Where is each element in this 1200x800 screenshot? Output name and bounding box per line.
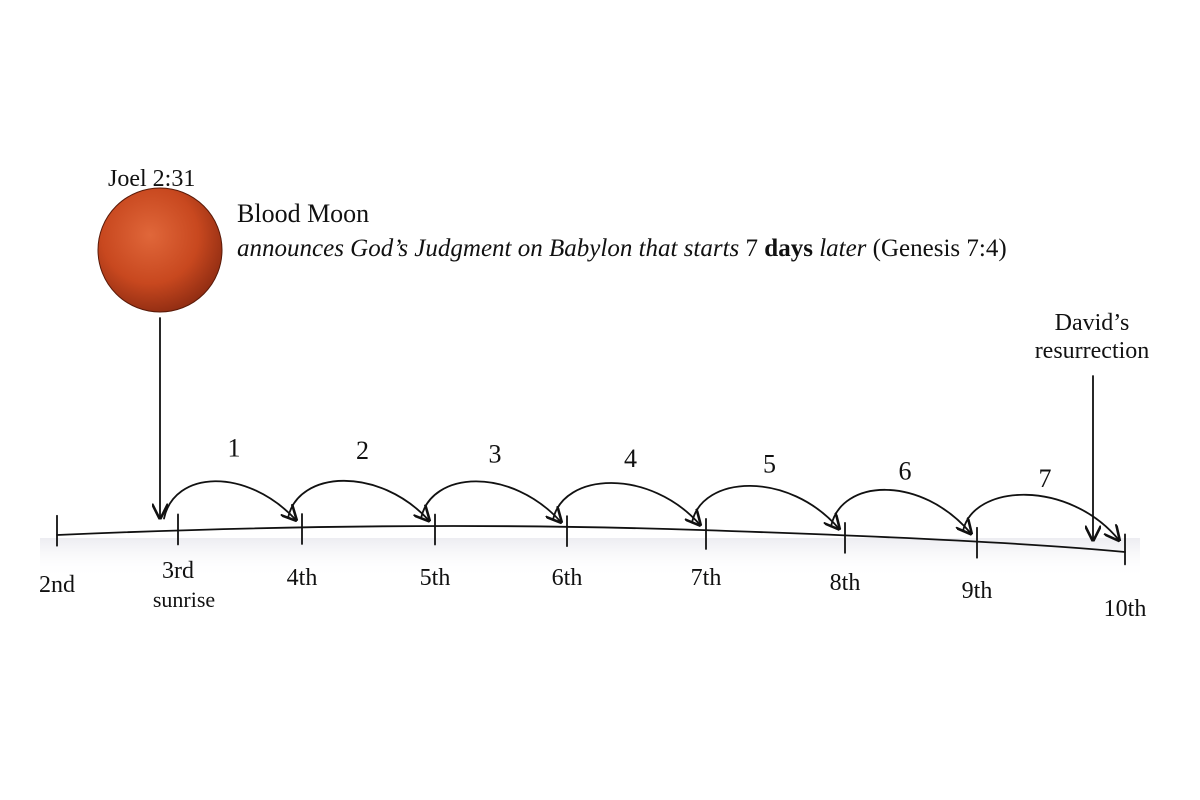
subtitle-citation: (Genesis 7:4) — [873, 235, 1007, 262]
event-line2: resurrection — [1035, 338, 1150, 364]
subtitle-intro: announces God’s Judgment on Babylon that… — [237, 235, 739, 262]
blood-moon — [97, 187, 223, 313]
hop-arc — [830, 489, 971, 534]
hop-arc — [163, 480, 296, 520]
subtitle-count: 7 — [746, 235, 759, 262]
reference: Joel 2:31 — [108, 166, 195, 192]
timeline — [56, 525, 1126, 553]
hop-number: 2 — [356, 436, 369, 465]
hop-number: 6 — [899, 456, 912, 485]
day-note: sunrise — [153, 587, 215, 612]
hop-number: 7 — [1039, 464, 1052, 493]
heading: Blood Moon — [237, 199, 369, 228]
event-line1: David’s — [1055, 310, 1130, 336]
subtitle-tail: later — [819, 235, 866, 262]
hop-number: 5 — [763, 450, 776, 479]
hop-arc — [691, 485, 839, 529]
day-label: 7th — [691, 565, 722, 591]
hop-number: 3 — [489, 439, 502, 468]
hop-number: 4 — [624, 444, 637, 473]
day-label: 10th — [1104, 596, 1147, 622]
subtitle-unit: days — [764, 235, 813, 262]
day-label: 3rd — [162, 558, 194, 584]
hop-arc — [420, 480, 561, 522]
subtitle: announces God’s Judgment on Babylon that… — [237, 235, 1007, 262]
day-label: 8th — [830, 570, 861, 596]
hop-arc — [962, 493, 1119, 540]
day-label: 4th — [287, 565, 318, 591]
day-label: 9th — [962, 578, 993, 604]
day-label: 5th — [420, 565, 451, 591]
timeline-marks: 2nd 3rd sunrise 4th 5th 6th 7th 8th 9th 10th 1 2 3 4 5… — [39, 434, 1146, 622]
day-label: 6th — [552, 565, 583, 591]
hop-arc — [552, 482, 700, 525]
line-shadow — [40, 538, 1140, 578]
hop-arc — [287, 480, 429, 521]
hop-number: 1 — [228, 434, 241, 463]
day-label: 2nd — [39, 572, 75, 598]
